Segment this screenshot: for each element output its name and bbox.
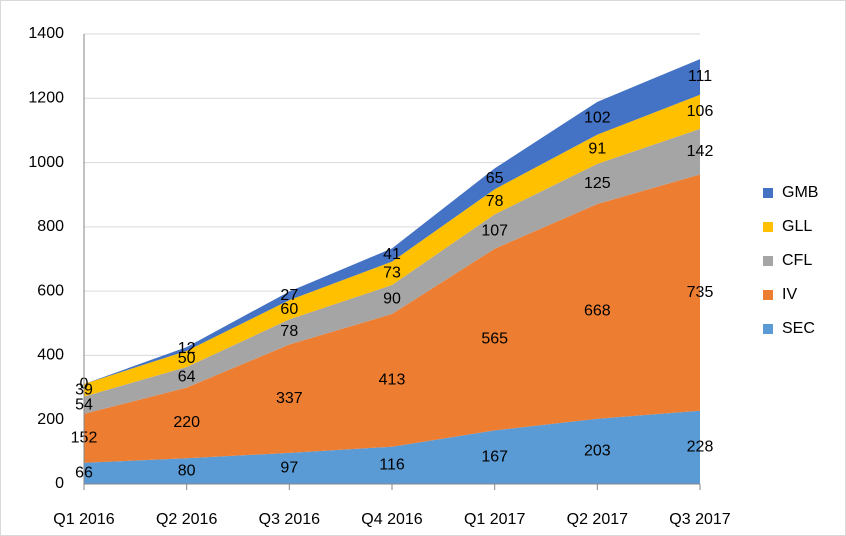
data-label: 97 <box>280 460 298 477</box>
y-tick-label: 200 <box>37 411 64 428</box>
data-label: 90 <box>383 291 401 308</box>
area <box>84 174 700 463</box>
area <box>84 128 700 414</box>
y-tick-label: 400 <box>37 347 64 364</box>
data-label: 12 <box>178 340 196 357</box>
label-layer: 0 200 400 600 800 1000 1200 1400 Q1 2016 Q2 2016 Q… <box>28 25 818 528</box>
data-label: 65 <box>486 170 504 187</box>
data-label: 106 <box>687 103 714 120</box>
y-tick-label: 0 <box>55 475 64 492</box>
data-label: 125 <box>584 175 611 192</box>
area-layer <box>84 59 700 484</box>
data-label: 668 <box>584 303 611 320</box>
y-tick-label: 600 <box>37 282 64 299</box>
y-tick-label: 1400 <box>28 25 64 42</box>
legend-label: IV <box>782 286 797 303</box>
data-label: 413 <box>379 372 406 389</box>
x-tick-label: Q2 2017 <box>567 511 628 528</box>
data-label: 565 <box>481 331 508 348</box>
data-label: 107 <box>481 223 508 240</box>
data-label: 78 <box>280 323 298 340</box>
data-label: 78 <box>486 193 504 210</box>
data-label: 60 <box>280 301 298 318</box>
legend-label: CFL <box>782 252 812 269</box>
legend-swatch <box>763 324 773 334</box>
legend-label: GLL <box>782 218 812 235</box>
data-label: 203 <box>584 443 611 460</box>
x-tick-label: Q1 2017 <box>464 511 525 528</box>
y-tick-label: 1200 <box>28 90 64 107</box>
data-label: 80 <box>178 462 196 479</box>
y-tick-label: 800 <box>37 218 64 235</box>
data-label: 228 <box>687 439 714 456</box>
x-tick-label: Q1 2016 <box>53 511 114 528</box>
data-label: 102 <box>584 109 611 126</box>
data-label: 142 <box>687 143 714 160</box>
data-label: 735 <box>687 284 714 301</box>
data-label: 91 <box>588 140 606 157</box>
area <box>84 59 700 385</box>
area <box>84 410 700 484</box>
data-label: 73 <box>383 265 401 282</box>
legend-swatch <box>763 256 773 266</box>
legend-swatch <box>763 188 773 198</box>
legend-label: GMB <box>782 184 818 201</box>
y-tick-label: 1000 <box>28 154 64 171</box>
legend-label: SEC <box>782 320 815 337</box>
data-label: 64 <box>178 369 196 386</box>
data-label: 337 <box>276 390 303 407</box>
x-tick-label: Q3 2016 <box>259 511 320 528</box>
area <box>84 94 700 397</box>
data-label: 220 <box>173 414 200 431</box>
data-label: 41 <box>383 246 401 263</box>
data-label: 116 <box>379 457 405 474</box>
data-label: 27 <box>280 287 298 304</box>
x-tick-label: Q2 2016 <box>156 511 217 528</box>
legend-swatch <box>763 222 773 232</box>
data-label: 50 <box>178 350 196 367</box>
data-label: 167 <box>481 448 508 465</box>
x-tick-label: Q3 2017 <box>669 511 730 528</box>
data-label: 111 <box>688 68 712 85</box>
x-tick-label: Q4 2016 <box>361 511 422 528</box>
legend-swatch <box>763 290 773 300</box>
